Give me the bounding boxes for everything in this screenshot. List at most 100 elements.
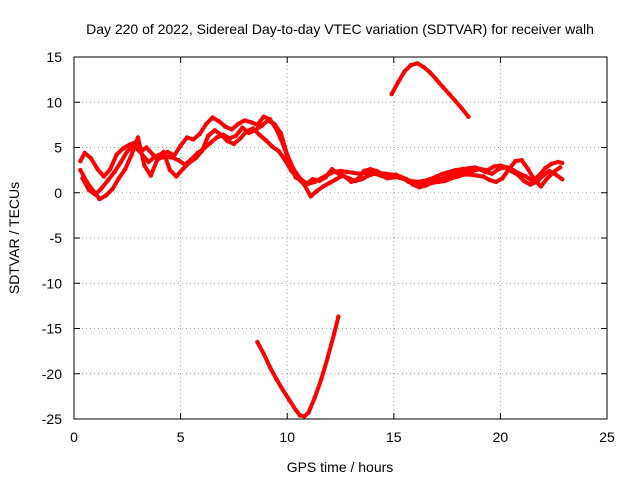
y-tick-label: 10 xyxy=(46,94,62,110)
data-point xyxy=(476,167,482,172)
data-point xyxy=(545,176,550,181)
data-point xyxy=(129,152,134,157)
data-point xyxy=(355,177,360,182)
data-point xyxy=(253,128,258,133)
data-point xyxy=(120,146,126,151)
data-point xyxy=(118,159,124,165)
data-point xyxy=(204,121,209,127)
data-point xyxy=(142,163,147,168)
data-point xyxy=(344,169,350,175)
data-point xyxy=(135,135,141,140)
data-point xyxy=(540,173,546,178)
data-point xyxy=(538,184,544,189)
data-point xyxy=(321,184,326,189)
data-point xyxy=(144,145,149,150)
data-point xyxy=(366,173,371,178)
y-tick-label: 5 xyxy=(54,140,62,156)
data-point xyxy=(534,179,539,185)
data-point xyxy=(447,91,452,97)
data-point xyxy=(78,158,83,164)
data-point xyxy=(233,133,239,138)
chart-title: Day 220 of 2022, Sidereal Day-to-day VTE… xyxy=(86,21,594,37)
data-point xyxy=(351,170,356,175)
data-point xyxy=(325,355,330,360)
data-point xyxy=(412,182,418,187)
data-point xyxy=(163,154,168,159)
data-point xyxy=(459,106,465,111)
data-point xyxy=(421,64,426,70)
grid xyxy=(74,57,607,419)
data-point xyxy=(182,162,188,167)
data-point xyxy=(361,168,367,174)
x-tick-label: 10 xyxy=(279,429,295,445)
data-point xyxy=(528,182,533,187)
data-point xyxy=(419,181,424,186)
y-tick-label: 0 xyxy=(54,185,62,201)
data-point xyxy=(302,414,307,419)
data-point xyxy=(393,172,399,177)
data-point xyxy=(336,171,341,176)
data-point xyxy=(287,397,292,403)
data-point xyxy=(543,166,548,171)
data-point xyxy=(317,178,322,184)
data-point xyxy=(491,164,497,169)
y-tick-label: 15 xyxy=(46,49,62,65)
x-tick-label: 25 xyxy=(599,429,615,445)
data-point xyxy=(560,177,565,182)
data-point xyxy=(282,158,288,163)
data-point xyxy=(519,158,524,163)
data-point xyxy=(263,138,269,143)
series-arc-3 xyxy=(80,118,565,197)
data-point xyxy=(206,133,211,138)
data-point xyxy=(553,172,558,177)
data-point xyxy=(389,91,394,97)
data-point xyxy=(374,168,379,174)
data-point xyxy=(329,167,335,172)
x-tick-label: 15 xyxy=(386,429,402,445)
data-point xyxy=(214,135,219,140)
data-point xyxy=(276,148,281,154)
data-point xyxy=(293,407,298,413)
data-point xyxy=(169,155,175,160)
series-line xyxy=(78,126,563,202)
data-point xyxy=(331,331,337,337)
data-point xyxy=(108,167,113,172)
data-point xyxy=(195,150,200,156)
data-point xyxy=(297,176,303,181)
data-point xyxy=(508,168,514,174)
data-point xyxy=(270,144,275,149)
data-point xyxy=(116,176,122,181)
data-point xyxy=(487,177,492,183)
data-point xyxy=(278,130,283,136)
data-point xyxy=(327,180,332,185)
data-point xyxy=(97,196,102,202)
data-point xyxy=(178,143,183,148)
data-point xyxy=(502,165,507,170)
y-tick-label: -15 xyxy=(42,321,62,337)
data-point xyxy=(408,62,414,68)
data-point xyxy=(101,174,107,179)
data-point xyxy=(257,132,262,137)
data-point xyxy=(432,176,437,181)
data-point xyxy=(148,173,153,178)
data-point xyxy=(415,61,420,66)
series-arc-2 xyxy=(78,126,563,202)
data-point xyxy=(229,127,234,132)
data-point xyxy=(515,172,520,177)
data-point xyxy=(223,124,228,129)
data-point xyxy=(167,167,173,173)
axis-ticks: 0 5 10 15 20 25 -25 -20 -15 -10 -5 0 5 10 15 xyxy=(42,49,615,445)
x-tick-label: 5 xyxy=(177,429,185,445)
data-point xyxy=(131,143,136,148)
data-point xyxy=(212,128,217,133)
data-point xyxy=(157,156,162,161)
data-point xyxy=(483,169,488,175)
data-point xyxy=(221,132,226,137)
data-point xyxy=(261,351,266,356)
data-point xyxy=(93,192,98,197)
data-point xyxy=(227,136,232,141)
data-point xyxy=(242,118,247,123)
data-point xyxy=(481,174,486,179)
data-point xyxy=(451,172,456,177)
data-point xyxy=(466,166,471,171)
